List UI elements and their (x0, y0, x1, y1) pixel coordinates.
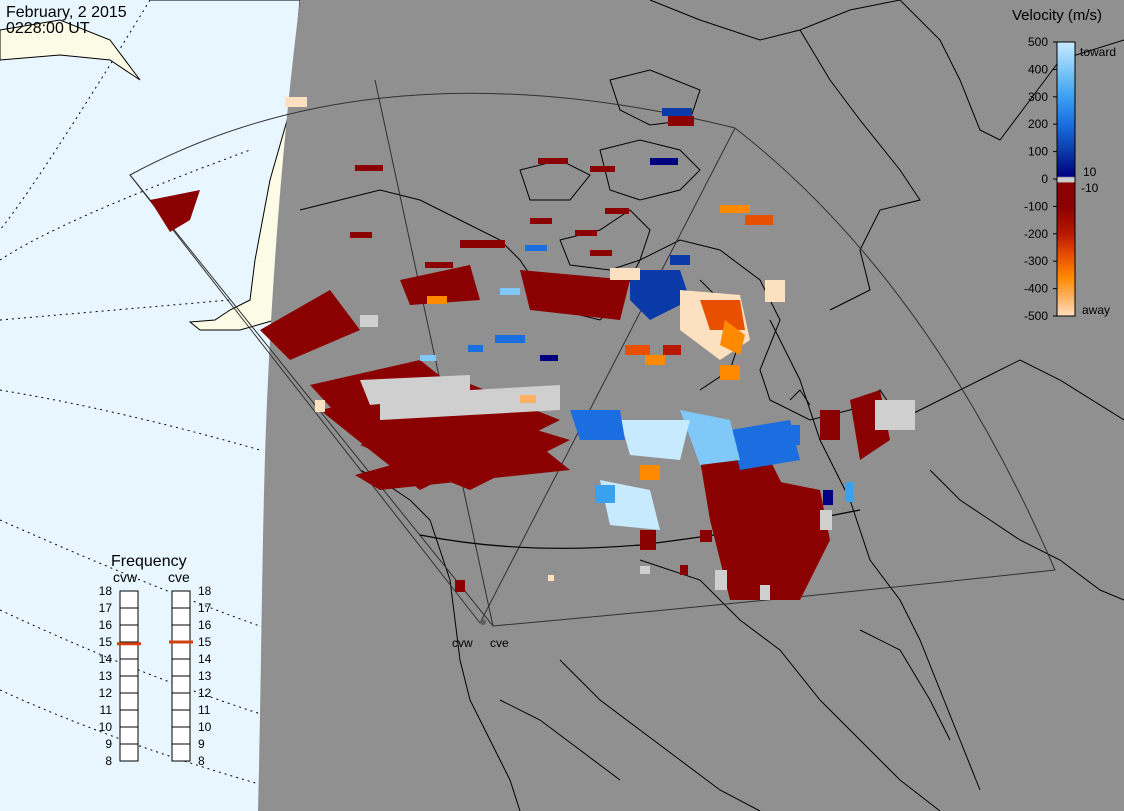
frequency-panel: Frequency cvw cve 18 18 17 17 16 16 15 15 14 14 13… (99, 553, 212, 768)
frequency-tick-label-left: 18 (99, 584, 113, 598)
frequency-tick-label-right: 18 (198, 584, 212, 598)
dayside-land-siberia (0, 19, 141, 81)
frequency-tick-label-right: 13 (198, 669, 212, 683)
frequency-tick-label-right: 11 (198, 703, 211, 717)
radar-site-cvw (480, 619, 486, 625)
fov-outlines (129, 79, 1056, 627)
frequency-tick-label-left: 13 (99, 669, 113, 683)
radar-label-cve: cve (490, 636, 509, 650)
frequency-tick-label-left: 15 (99, 635, 113, 649)
velocity-tick-label: 300 (1028, 90, 1048, 104)
velocity-tick-label: 0 (1041, 172, 1048, 186)
frequency-tick-label-left: 11 (100, 703, 113, 717)
velocity-tick-label: -400 (1024, 282, 1048, 296)
velocity-tick-label: 200 (1028, 117, 1048, 131)
velocity-cells-toward (420, 108, 853, 530)
frequency-label-cvw: cvw (113, 569, 138, 585)
frequency-tick-label-left: 10 (99, 720, 113, 734)
frequency-tick-label-right: 10 (198, 720, 212, 734)
velocity-tick-label: -100 (1024, 199, 1048, 213)
frequency-tick-label-right: 9 (198, 737, 205, 751)
frequency-tick-label-right: 15 (198, 635, 212, 649)
frequency-tick-label-left: 17 (99, 601, 113, 615)
frequency-tick-label-left: 14 (99, 652, 113, 666)
frequency-label-cve: cve (168, 569, 190, 585)
velocity-cells-fast-away (285, 97, 785, 581)
velocity-tick-label: -200 (1024, 227, 1048, 241)
velocity-legend: Velocity (m/s) 500 400 300 200 100 0 -100 -200 -… (1012, 7, 1116, 323)
velocity-legend-title: Velocity (m/s) (1012, 7, 1102, 24)
velocity-tick-label: -500 (1024, 309, 1048, 323)
velocity-tick-label: 500 (1028, 35, 1048, 49)
frequency-tick-label-right: 16 (198, 618, 212, 632)
frequency-tick-label-left: 12 (99, 686, 113, 700)
frequency-tick-label-right: 14 (198, 652, 212, 666)
velocity-tick-label: 100 (1028, 145, 1048, 159)
frequency-scale: 18 18 17 17 16 16 15 15 14 14 13 13 12 12 11 11 10 10 9 9 8 8 (99, 584, 212, 768)
frequency-tick-label-left: 16 (99, 618, 113, 632)
frequency-title: Frequency (111, 553, 187, 570)
frequency-tick-label-left: 8 (105, 754, 112, 768)
legend-near-zero-neg: -10 (1081, 181, 1099, 195)
velocity-colorbar (1056, 41, 1076, 317)
legend-toward-label: toward (1080, 45, 1116, 59)
velocity-legend-ticks: 500 400 300 200 100 0 -100 -200 -300 -400 -500 (1024, 35, 1057, 323)
date-label: February, 2 2015 (6, 4, 127, 21)
frequency-tick-label-left: 9 (105, 737, 112, 751)
radar-label-cvw: cvw (452, 636, 473, 650)
time-label: 0228:00 UT (6, 20, 90, 37)
legend-away-label: away (1082, 303, 1110, 317)
frequency-tick-label-right: 8 (198, 754, 205, 768)
legend-near-zero-pos: 10 (1083, 165, 1097, 179)
ground-scatter-cells (360, 315, 915, 600)
velocity-tick-label: -300 (1024, 254, 1048, 268)
frequency-tick-label-right: 12 (198, 686, 212, 700)
frequency-tick-label-right: 17 (198, 601, 212, 615)
velocity-tick-label: 400 (1028, 62, 1048, 76)
